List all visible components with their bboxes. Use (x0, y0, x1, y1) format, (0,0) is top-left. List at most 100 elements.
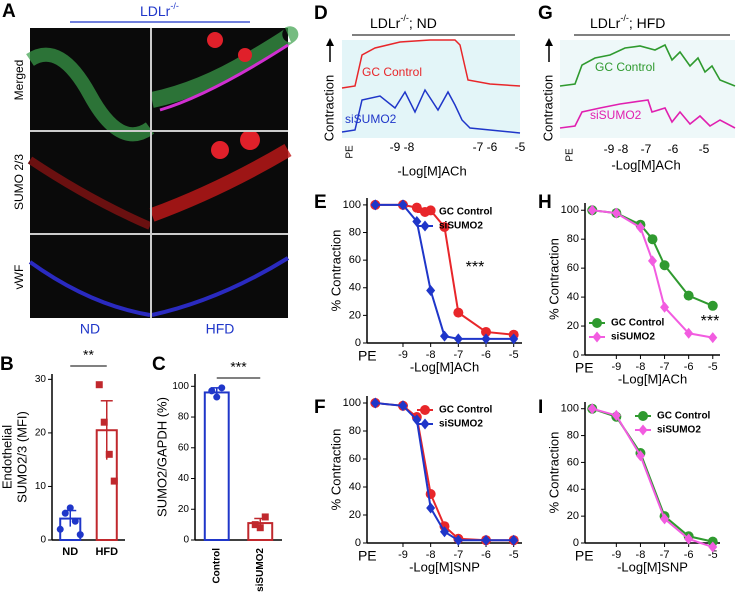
title-sup: -/- (170, 1, 179, 11)
marker (256, 524, 264, 532)
y-tick-label: 40 (567, 483, 579, 495)
legend-label: siSUMO2 (657, 425, 701, 436)
trace-label: siSUMO2 (590, 108, 642, 122)
x-tick-label: -9 (611, 549, 621, 561)
marker (76, 531, 84, 539)
marker (638, 424, 648, 436)
marker (95, 381, 103, 389)
trace-label: siSUMO2 (345, 112, 397, 126)
trace-label: GC Control (595, 60, 655, 74)
marker (453, 307, 464, 318)
significance: *** (701, 313, 720, 330)
marker (453, 534, 463, 546)
marker (684, 327, 694, 339)
y-tick-label: 40 (178, 473, 190, 484)
marker (370, 199, 380, 211)
row-label: Merged (12, 60, 26, 101)
marker (481, 534, 491, 546)
y-tick-label: 100 (561, 204, 579, 216)
marker (370, 397, 380, 409)
tracing (341, 39, 521, 138)
y-label: % Contraction (546, 238, 561, 320)
y-label: Endothelial (0, 425, 14, 489)
significance: *** (230, 359, 247, 375)
marker (683, 290, 694, 301)
marker (213, 393, 221, 401)
y-label: % Contraction (546, 432, 561, 514)
x-tick-label: PE (575, 360, 594, 376)
marker (208, 387, 216, 395)
marker (66, 504, 74, 512)
x-tick-label: PE (345, 145, 356, 159)
x-tick-label: PE (565, 148, 576, 162)
panel-letter: H (538, 192, 552, 213)
column-label: ND (80, 321, 100, 337)
panel-letter: B (0, 354, 14, 375)
marker (707, 300, 718, 311)
y-tick-label: 0 (573, 349, 579, 361)
marker (660, 301, 670, 313)
marker (440, 330, 449, 342)
marker (439, 222, 450, 232)
marker (261, 513, 269, 521)
y-tick-label: 60 (567, 456, 579, 468)
y-tick-label: 60 (178, 442, 190, 453)
panel-title: LDLr-/- (140, 1, 179, 18)
marker (398, 400, 408, 412)
y-tick-label: 20 (349, 509, 361, 521)
y-label: % Contraction (328, 429, 343, 511)
x-tick-label: -5 (509, 549, 519, 561)
marker (411, 202, 422, 213)
x-tick-label: -6 (481, 349, 491, 361)
x-tick-label: -8 (636, 361, 646, 373)
title-suffix: ; ND (409, 15, 437, 31)
x-tick-label: -6 (684, 549, 694, 561)
marker (251, 521, 259, 529)
marker (592, 318, 602, 328)
y-tick-label: 0 (573, 537, 579, 549)
curve (591, 407, 714, 548)
panel-letter: D (314, 3, 328, 24)
marker (611, 207, 621, 219)
x-tick-label: -7 (641, 142, 652, 156)
legend-label: GC Control (439, 207, 493, 218)
marker (56, 525, 64, 533)
bar (203, 391, 230, 542)
y-tick-label: 20 (35, 428, 47, 439)
marker (481, 333, 491, 345)
marker (420, 405, 430, 415)
y-tick-label: 60 (349, 453, 361, 465)
x-tick-label: -7 (453, 349, 463, 361)
y-tick-label: 10 (35, 481, 47, 492)
y-tick-label: 0 (355, 537, 361, 549)
marker (684, 533, 694, 545)
y-tick-label: 100 (172, 381, 189, 392)
marker (509, 534, 519, 546)
y-tick-label: 20 (567, 320, 579, 332)
x-tick-label: -5 (515, 140, 526, 154)
row-label: SUMO 2/3 (12, 154, 26, 210)
arrowhead (326, 38, 334, 46)
y-tick-label: 30 (35, 374, 47, 385)
panel-letter: G (538, 3, 553, 24)
y-tick-label: 60 (349, 254, 361, 266)
panel-letter: I (538, 397, 543, 418)
micrographs (26, 26, 299, 318)
marker (592, 331, 602, 343)
marker (110, 477, 118, 485)
y-tick-label: 20 (567, 510, 579, 522)
y-tick-label: 20 (349, 309, 361, 321)
marker (398, 199, 408, 211)
marker (660, 513, 670, 525)
x-tick-label: -8 (426, 549, 436, 561)
x-label: -Log[M]SNP (409, 559, 480, 574)
marker (638, 411, 648, 421)
marker (708, 541, 718, 553)
significance: *** (466, 259, 485, 276)
title-sup: -/- (620, 13, 629, 23)
panel-letter: C (152, 354, 166, 375)
marker (509, 333, 519, 345)
y-tick-label: 40 (567, 291, 579, 303)
marker (61, 509, 69, 517)
